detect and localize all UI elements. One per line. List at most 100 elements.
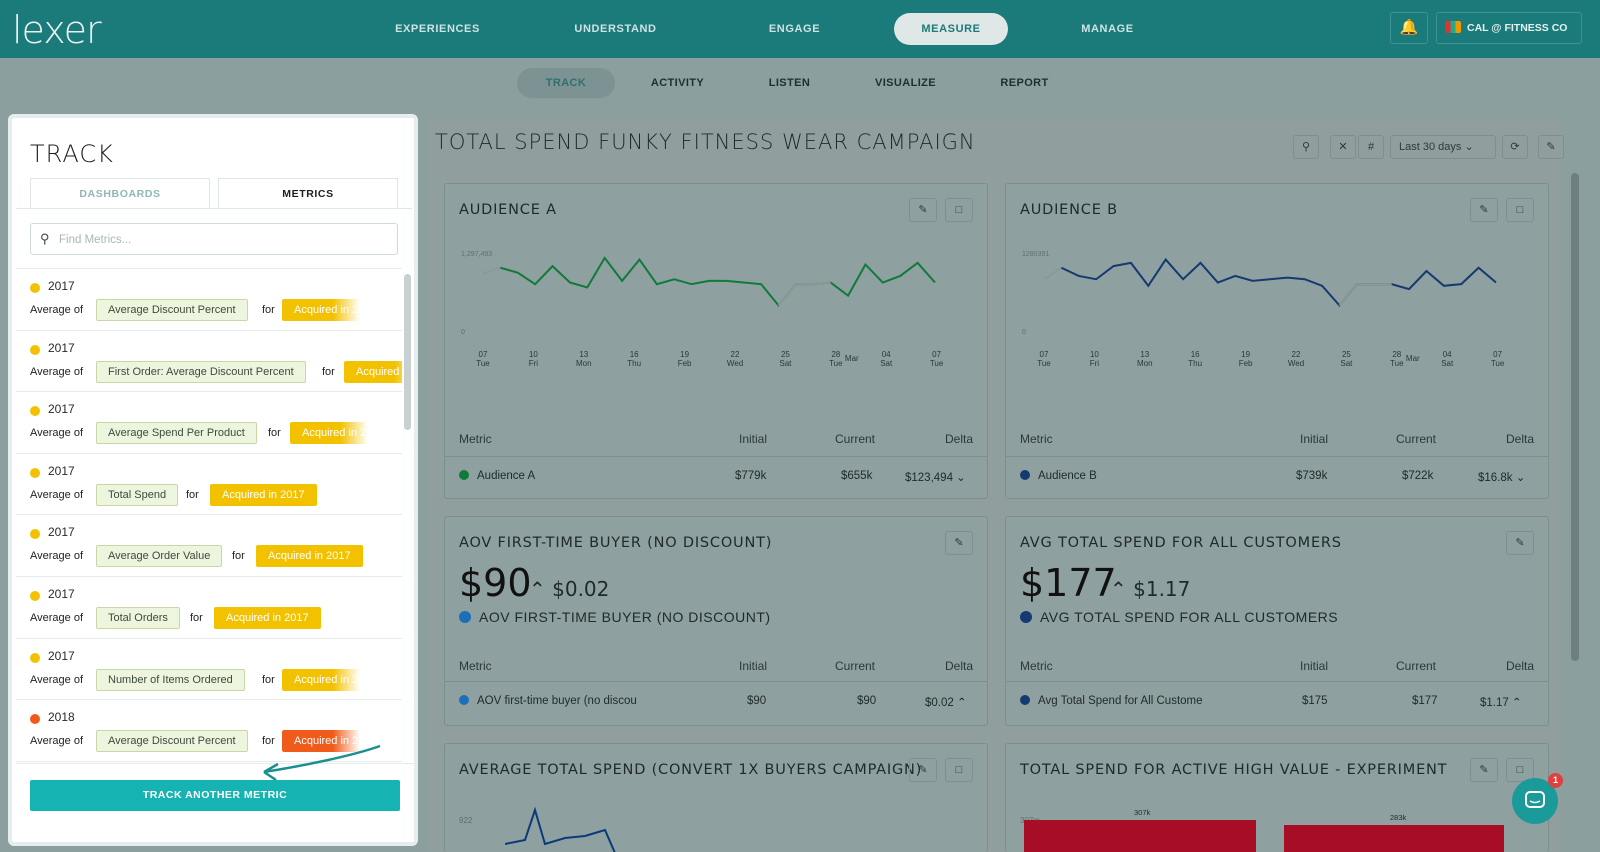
card-audience-b: AUDIENCE B ✎ □ 1280391 0 07 Tue 10 Fri 13 Mon 16… xyxy=(1005,183,1549,499)
metric-chip[interactable]: Total Spend xyxy=(96,483,179,506)
track-another-metric-button[interactable]: TRACK ANOTHER METRIC xyxy=(30,780,400,811)
card-comment-button[interactable]: □ xyxy=(1506,758,1534,782)
col-delta: Delta xyxy=(1506,432,1535,446)
subnav-track[interactable]: TRACK xyxy=(517,68,615,98)
aggregation-label: Average of xyxy=(30,550,84,563)
nav-measure[interactable]: MEASURE xyxy=(894,13,1008,45)
hash-icon: # xyxy=(1367,141,1375,153)
audience-chip[interactable]: Acquired in 2017 xyxy=(214,606,321,629)
audience-chip[interactable]: Acquired in 2017 xyxy=(282,668,360,691)
audience-chip[interactable]: Acquired in 2018 xyxy=(282,730,360,753)
audience-chip[interactable]: Acquired in 2017 xyxy=(344,360,402,383)
tab-divider xyxy=(16,208,412,209)
metric-list-item[interactable]: 2017 Average of Average Spend Per Product f… xyxy=(16,392,402,454)
edit-dashboard-button[interactable]: ✎ xyxy=(1538,135,1564,159)
nav-experiences[interactable]: EXPERIENCES xyxy=(395,23,480,35)
audience-chip[interactable]: Acquired in 2017 xyxy=(256,545,363,568)
card-edit-button[interactable]: ✎ xyxy=(1470,198,1498,222)
x-tick-sublabel: Tue xyxy=(829,359,843,368)
metric-list-item[interactable]: 2017 Average of Number of Items Ordered for… xyxy=(16,639,402,701)
col-delta: Delta xyxy=(945,659,974,673)
metric-search-input[interactable] xyxy=(59,230,389,250)
metric-chip[interactable]: First Order: Average Discount Percent xyxy=(96,360,306,383)
subnav-report[interactable]: REPORT xyxy=(1000,77,1049,89)
status-dot-icon xyxy=(30,652,40,663)
collapse-button[interactable]: ✕ xyxy=(1330,135,1356,159)
status-dot-icon xyxy=(30,344,40,355)
x-tick-sublabel: Tue xyxy=(476,359,490,368)
card-edit-button[interactable]: ✎ xyxy=(1506,531,1534,555)
lexer-logo[interactable]: lexer xyxy=(12,8,102,52)
grid-button[interactable]: # xyxy=(1358,135,1384,159)
aggregation-label: Average of xyxy=(30,673,84,686)
x-tick-sublabel: Fri xyxy=(1090,359,1100,368)
sub-navbar: TRACK ACTIVITY LISTEN VISUALIZE REPORT xyxy=(0,58,1600,106)
nav-manage[interactable]: MANAGE xyxy=(1081,23,1134,35)
card-comment-button[interactable]: □ xyxy=(1506,198,1534,222)
card-edit-button[interactable]: ✎ xyxy=(1470,758,1498,782)
delta-value[interactable]: $16.8k ⌄ xyxy=(1478,472,1526,484)
metric-year: 2017 xyxy=(48,279,75,293)
card-edit-button[interactable]: ✎ xyxy=(909,758,937,782)
metric-year: 2017 xyxy=(48,648,75,663)
table-divider xyxy=(445,681,987,682)
notifications-button[interactable]: 🔔 xyxy=(1390,12,1428,44)
subnav-visualize[interactable]: VISUALIZE xyxy=(874,77,937,89)
dashboard-scrollbar[interactable] xyxy=(1571,173,1579,661)
account-button[interactable]: CAL @ FITNESS CO xyxy=(1436,12,1582,44)
metric-list-item[interactable]: 2017 Average of Average Discount Percent fo… xyxy=(16,269,402,331)
metric-list-scrollbar[interactable] xyxy=(404,274,411,430)
x-tick-label: 22 xyxy=(731,350,740,359)
card-edit-button[interactable]: ✎ xyxy=(909,198,937,222)
nav-engage[interactable]: ENGAGE xyxy=(768,23,821,35)
delta-value[interactable]: $123,494 ⌄ xyxy=(905,472,966,484)
audience-chip[interactable]: Acquired in 2017 xyxy=(290,422,368,445)
metric-chip[interactable]: Total Orders xyxy=(96,606,180,629)
card-comment-button[interactable]: □ xyxy=(945,758,973,782)
card-title: AUDIENCE B xyxy=(1020,202,1118,218)
edit-icon: ✎ xyxy=(954,537,964,549)
metric-list-item[interactable]: 2017 Average of First Order: Average Disco… xyxy=(16,331,402,393)
edit-icon: ✎ xyxy=(1515,537,1525,549)
subnav-listen[interactable]: LISTEN xyxy=(768,77,811,89)
x-tick-sublabel: Sat xyxy=(1340,359,1353,368)
chart-line-initial xyxy=(1043,266,1062,281)
metric-list-item[interactable]: 2018 Average of Average Discount Percent fo… xyxy=(16,700,402,762)
audience-chip[interactable]: Acquired in 2017 xyxy=(210,483,317,506)
metric-chip[interactable]: Number of Items Ordered xyxy=(96,668,245,691)
status-dot-icon xyxy=(30,406,40,417)
metric-chip[interactable]: Average Discount Percent xyxy=(96,730,248,753)
metric-year: 2017 xyxy=(48,402,75,417)
metric-list[interactable]: 2017 Average of Average Discount Percent fo… xyxy=(16,268,402,762)
edit-icon: ✎ xyxy=(1479,204,1489,216)
date-range-select[interactable]: Last 30 days ⌄ xyxy=(1390,135,1496,159)
x-tick-label: 16 xyxy=(1191,350,1200,359)
edit-icon: ✎ xyxy=(1479,764,1489,776)
card-edit-button[interactable]: ✎ xyxy=(945,531,973,555)
metric-list-item[interactable]: 2017 Average of Average Order Value for Acqu… xyxy=(16,515,402,577)
tab-dashboards[interactable]: DASHBOARDS xyxy=(30,178,210,209)
tab-metrics[interactable]: METRICS xyxy=(218,178,398,209)
subnav-activity[interactable]: ACTIVITY xyxy=(650,77,705,89)
nav-understand[interactable]: UNDERSTAND xyxy=(574,23,657,35)
convert-chart-preview xyxy=(505,806,616,852)
delta-value[interactable]: $0.02 ⌃ xyxy=(925,697,967,709)
metric-list-item[interactable]: 2017 Average of Total Spend for Acquired in … xyxy=(16,454,402,516)
chevron-down-icon: ⌄ xyxy=(1515,472,1526,484)
metric-chip[interactable]: Average Order Value xyxy=(96,545,223,568)
kpi-name: AOV FIRST-TIME BUYER (NO DISCOUNT) xyxy=(459,609,771,625)
refresh-button[interactable]: ⟳ xyxy=(1502,135,1528,159)
metric-chip[interactable]: Average Discount Percent xyxy=(96,299,248,321)
card-avg-total-spend: AVG TOTAL SPEND FOR ALL CUSTOMERS ✎ $177… xyxy=(1005,516,1549,726)
pin-button[interactable]: ⚲ xyxy=(1293,135,1319,159)
bar-value-label: 283k xyxy=(1390,813,1407,822)
delta-value[interactable]: $1.17 ⌃ xyxy=(1480,697,1522,709)
metric-search: ⚲ xyxy=(30,223,398,255)
audience-chip[interactable]: Acquired in 2017 xyxy=(282,299,360,321)
x-tick-sublabel: Feb xyxy=(678,359,692,368)
metric-chip[interactable]: Average Spend Per Product xyxy=(96,422,257,445)
date-range-value: Last 30 days xyxy=(1399,141,1462,153)
aggregation-label: Average of xyxy=(30,735,84,748)
metric-list-item[interactable]: 2017 Average of Total Orders for Acquired in… xyxy=(16,577,402,639)
card-comment-button[interactable]: □ xyxy=(945,198,973,222)
